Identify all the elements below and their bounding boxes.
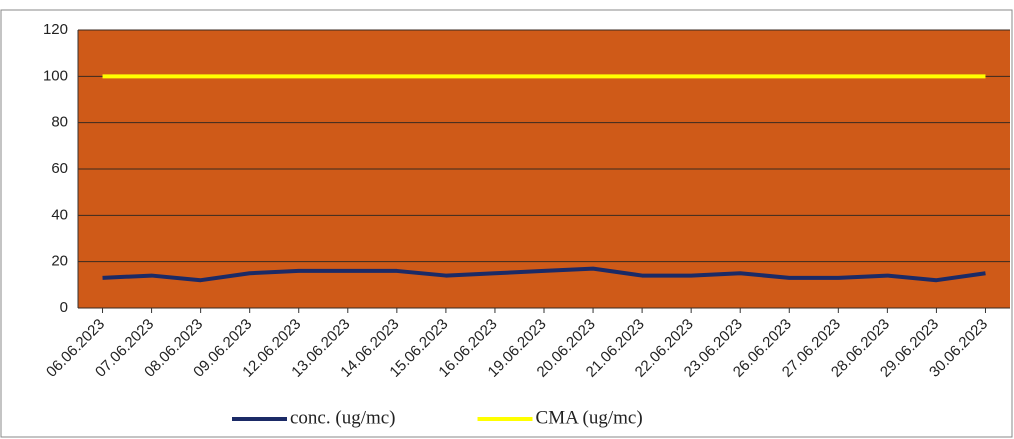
y-tick-label: 20: [51, 253, 68, 270]
y-tick-label: 60: [51, 160, 68, 177]
y-tick-label: 40: [51, 206, 68, 223]
y-tick-label: 80: [51, 114, 68, 131]
series-line: [102, 266, 986, 283]
y-tick-label: 0: [60, 299, 68, 316]
y-tick-label: 120: [43, 21, 68, 38]
y-tick-label: 100: [43, 67, 68, 84]
legend-label: conc. (ug/mc): [290, 407, 396, 428]
legend-label: CMA (ug/mc): [536, 407, 643, 428]
